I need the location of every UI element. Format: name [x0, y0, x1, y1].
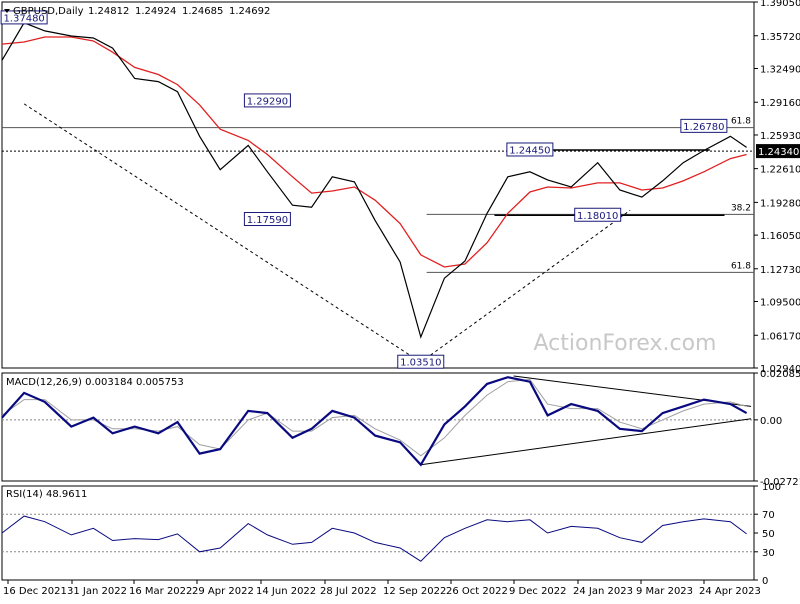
- rsi-line: [1, 515, 747, 562]
- ohlc-open: 1.24812: [88, 6, 129, 17]
- price-annotation-box: [397, 354, 445, 369]
- rsi-y-tick-label: 0: [762, 576, 768, 587]
- price-annotation-label: 1.03510: [400, 358, 441, 369]
- rsi-title: RSI(14) 48.9611: [6, 489, 87, 500]
- price-y-tick-label: 1.39050: [760, 0, 800, 9]
- price-pane-frame: [1, 1, 755, 369]
- price-y-tick-label: 1.25930: [760, 131, 800, 142]
- down-trendline: [23, 103, 422, 363]
- up-trendline: [420, 209, 631, 363]
- price-annotation-label: 1.17590: [247, 215, 288, 226]
- x-tick-label: 28 Jul 2022: [320, 586, 377, 597]
- rsi-y-tick-label: 50: [762, 529, 775, 540]
- dropdown-triangle-icon: [4, 9, 10, 13]
- x-tick-label: 31 Jan 2022: [67, 586, 127, 597]
- macd-pane-frame: [1, 372, 755, 482]
- ohlc-high: 1.24924: [135, 6, 176, 17]
- price-annotation: 1.26780: [680, 118, 728, 133]
- macd-signal-line: [1, 378, 747, 457]
- price-annotation-box: [243, 212, 291, 227]
- rsi-pane-frame: [1, 485, 755, 581]
- price-annotation-box: [680, 118, 728, 133]
- x-tick-label: 24 Apr 2023: [699, 586, 761, 597]
- watermark: ActionForex.com: [534, 331, 717, 356]
- macd-y-tick-label: 0.020858: [760, 369, 800, 380]
- price-annotation: 1.37480: [0, 10, 48, 25]
- price-annotation: 1.03510: [397, 354, 445, 369]
- price-annotation-box: [506, 142, 554, 157]
- price-y-tick-label: 1.32490: [760, 64, 800, 75]
- price-annotation-box: [0, 10, 48, 25]
- price-y-tick-label: 1.19280: [760, 198, 800, 209]
- price-annotation-box: [574, 207, 622, 222]
- price-annotation: 1.17590: [243, 212, 291, 227]
- x-tick-label: 16 Dec 2021: [3, 586, 67, 597]
- macd-line: [1, 376, 748, 467]
- x-tick-label: 9 Mar 2023: [636, 586, 693, 597]
- x-tick-label: 29 Apr 2022: [192, 586, 254, 597]
- price-title: GBPUSD,Daily: [13, 6, 84, 17]
- macd-lower-trendline: [420, 418, 752, 466]
- x-tick-label: 26 Oct 2022: [446, 586, 508, 597]
- current-price-box: [756, 144, 800, 159]
- ohlc-low: 1.24685: [182, 6, 223, 17]
- macd-title: MACD(12,26,9) 0.003184 0.005753: [6, 377, 184, 388]
- x-tick-label: 9 Dec 2022: [509, 586, 567, 597]
- price-y-tick-label: 1.16050: [760, 231, 800, 242]
- price-annotation: 1.18010: [574, 207, 622, 222]
- price-annotation: 1.24450: [506, 142, 554, 157]
- sma-line: [1, 36, 747, 268]
- price-y-tick-label: 1.22610: [760, 165, 800, 176]
- x-tick-label: 24 Jan 2023: [573, 586, 633, 597]
- price-annotation-label: 1.37480: [3, 13, 44, 24]
- price-line: [1, 22, 747, 339]
- x-tick-label: 14 Jun 2022: [256, 586, 316, 597]
- fib-level-label: 61.8: [731, 117, 751, 127]
- price-y-tick-label: 1.35720: [760, 32, 800, 43]
- current-price-label: 1.24340: [758, 147, 799, 158]
- x-tick-label: 12 Sep 2022: [383, 586, 446, 597]
- price-y-tick-label: 1.12730: [760, 265, 800, 276]
- macd-y-tick-label: 0.00: [760, 416, 782, 427]
- price-annotation-box: [243, 93, 291, 108]
- price-annotation-label: 1.29290: [247, 96, 288, 107]
- ohlc-close: 1.24692: [229, 6, 270, 17]
- rsi-y-tick-label: 70: [762, 510, 775, 521]
- fib-level-label: 61.8: [731, 261, 751, 271]
- rsi-y-tick-label: 100: [762, 482, 781, 493]
- x-tick-label: 16 Mar 2022: [129, 586, 192, 597]
- macd-y-tick-label: -0.027213: [760, 477, 800, 488]
- rsi-y-tick-label: 30: [762, 548, 775, 559]
- price-annotation-label: 1.26780: [683, 122, 724, 133]
- price-annotation-label: 1.24450: [509, 145, 550, 156]
- price-y-tick-label: 1.09500: [760, 298, 800, 309]
- price-y-tick-label: 1.06170: [760, 331, 800, 342]
- price-y-tick-label: 1.02940: [760, 364, 800, 375]
- price-y-tick-label: 1.29160: [760, 98, 800, 109]
- fib-level-label: 38.2: [731, 203, 751, 213]
- price-annotation-label: 1.18010: [577, 211, 618, 222]
- price-annotation: 1.29290: [243, 93, 291, 108]
